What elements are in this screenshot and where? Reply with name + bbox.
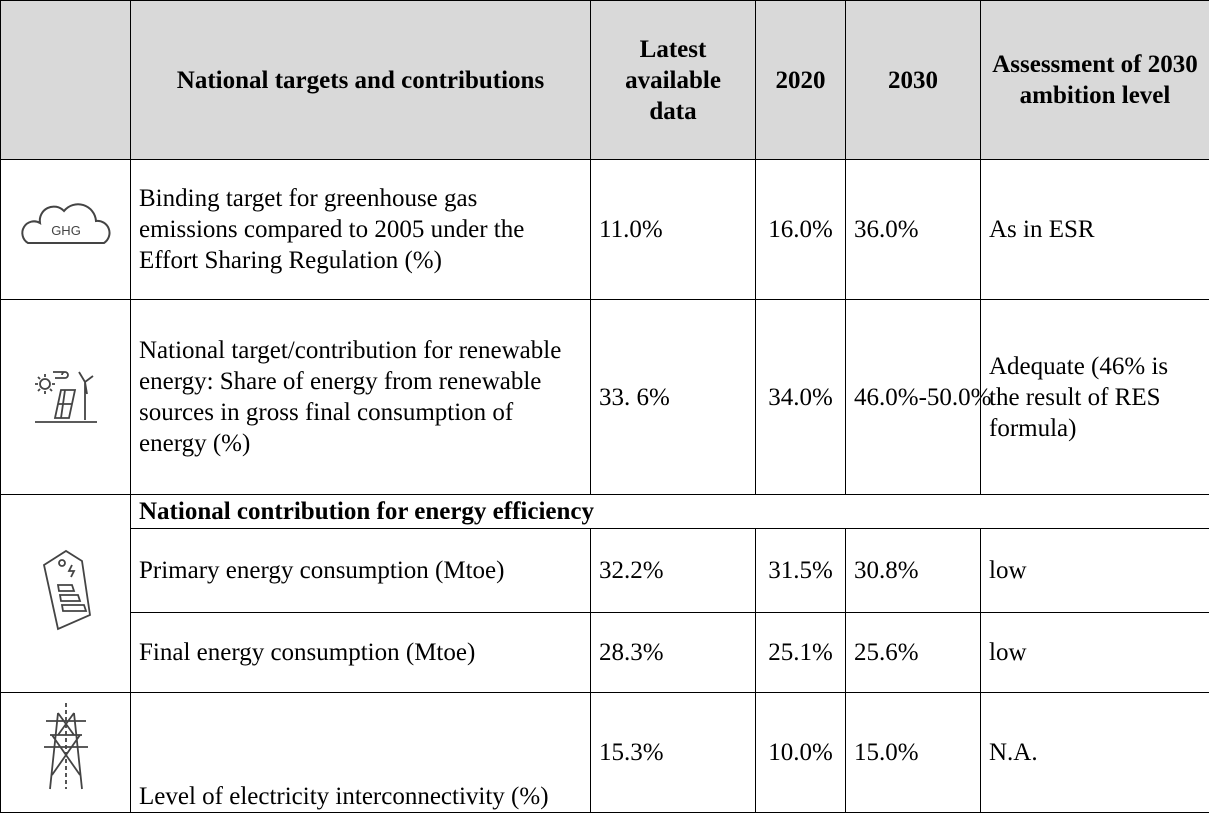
cell: Primary energy consumption (Mtoe) <box>131 529 591 613</box>
icon-cell: GHG <box>1 160 131 300</box>
cell: Binding target for greenhouse gas emissi… <box>131 160 591 300</box>
cell: 11.0% <box>591 160 756 300</box>
header-cell: Latest available data <box>591 1 756 160</box>
cell: As in ESR <box>981 160 1209 300</box>
cell: 36.0% <box>846 160 981 300</box>
cell: 15.3% <box>591 693 756 813</box>
cell: Final energy consumption (Mtoe) <box>131 613 591 693</box>
header-cell: 2030 <box>846 1 981 160</box>
cell: National target/contribution for renewab… <box>131 300 591 495</box>
cell: 15.0% <box>846 693 981 813</box>
row: Primary energy consumption (Mtoe) 32.2% … <box>1 529 1209 613</box>
cell: 16.0% <box>756 160 846 300</box>
cell: low <box>981 529 1209 613</box>
row: Level of electricity interconnectivity (… <box>1 693 1209 813</box>
section-heading: National contribution for energy efficie… <box>131 495 1209 529</box>
efficiency-icon <box>36 545 96 635</box>
header-row: National targets and contributions Lates… <box>1 1 1209 160</box>
cell: 10.0% <box>756 693 846 813</box>
cell: 31.5% <box>756 529 846 613</box>
cell: low <box>981 613 1209 693</box>
header-cell: 2020 <box>756 1 846 160</box>
header-cell: Assessment of 2030 ambition level <box>981 1 1209 160</box>
header-cell <box>1 1 131 160</box>
cell: 46.0%-50.0% <box>846 300 981 495</box>
grid-icon <box>36 701 96 791</box>
section-row: National contribution for energy efficie… <box>1 495 1209 529</box>
cell: 30.8% <box>846 529 981 613</box>
row: GHG Binding target for greenhouse gas em… <box>1 160 1209 300</box>
icon-cell <box>1 300 131 495</box>
row: Final energy consumption (Mtoe) 28.3% 25… <box>1 613 1209 693</box>
cell: Adequate (46% is the result of RES formu… <box>981 300 1209 495</box>
cell: 32.2% <box>591 529 756 613</box>
cell: Level of electricity interconnectivity (… <box>131 693 591 813</box>
cell: 28.3% <box>591 613 756 693</box>
cell: N.A. <box>981 693 1209 813</box>
row: National target/contribution for renewab… <box>1 300 1209 495</box>
header-cell: National targets and contributions <box>131 1 591 160</box>
cell: 25.1% <box>756 613 846 693</box>
renewable-icon <box>31 358 101 428</box>
icon-cell <box>1 693 131 813</box>
cell: 25.6% <box>846 613 981 693</box>
ghg-icon: GHG <box>16 201 116 251</box>
cell: 33. 6% <box>591 300 756 495</box>
icon-label: GHG <box>51 223 81 238</box>
icon-cell <box>1 495 131 693</box>
cell: 34.0% <box>756 300 846 495</box>
